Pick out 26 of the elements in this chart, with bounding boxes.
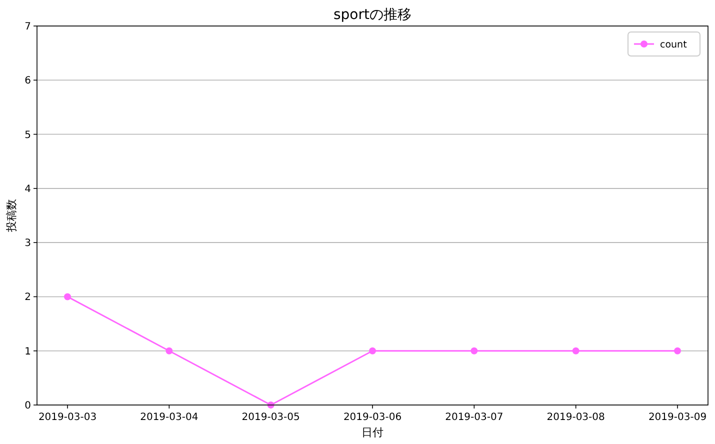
- point: [470, 347, 478, 354]
- chart-title: sportの推移: [334, 7, 412, 23]
- legend: count: [628, 32, 700, 56]
- y-tick-label: 5: [24, 130, 31, 141]
- y-tick-label: 6: [24, 76, 31, 87]
- y-tick-label: 7: [24, 22, 31, 32]
- x-tick-label: 2019-03-08: [546, 412, 605, 423]
- point: [369, 347, 376, 354]
- y-tick-label: 4: [24, 184, 31, 195]
- legend-label: count: [660, 40, 688, 50]
- x-axis-title: 日付: [362, 426, 384, 439]
- y-tick-label: 3: [24, 238, 31, 250]
- y-tick-label: 1: [24, 346, 31, 358]
- x-tick-label: 2019-03-03: [38, 412, 97, 423]
- y-tick-label: 0: [24, 400, 31, 412]
- y-tick-label: 2: [24, 292, 31, 304]
- x-tick-label: 2019-03-09: [648, 412, 707, 423]
- x-tick-label: 2019-03-05: [242, 412, 300, 423]
- x-tick-label: 2019-03-07: [445, 412, 504, 423]
- point: [64, 293, 71, 300]
- x-tick-label: 2019-03-04: [140, 412, 198, 423]
- point: [572, 347, 580, 354]
- point: [674, 347, 681, 354]
- y-axis-title: 投稿数: [5, 199, 18, 233]
- point: [166, 347, 173, 354]
- x-tick-label: 2019-03-06: [343, 412, 402, 423]
